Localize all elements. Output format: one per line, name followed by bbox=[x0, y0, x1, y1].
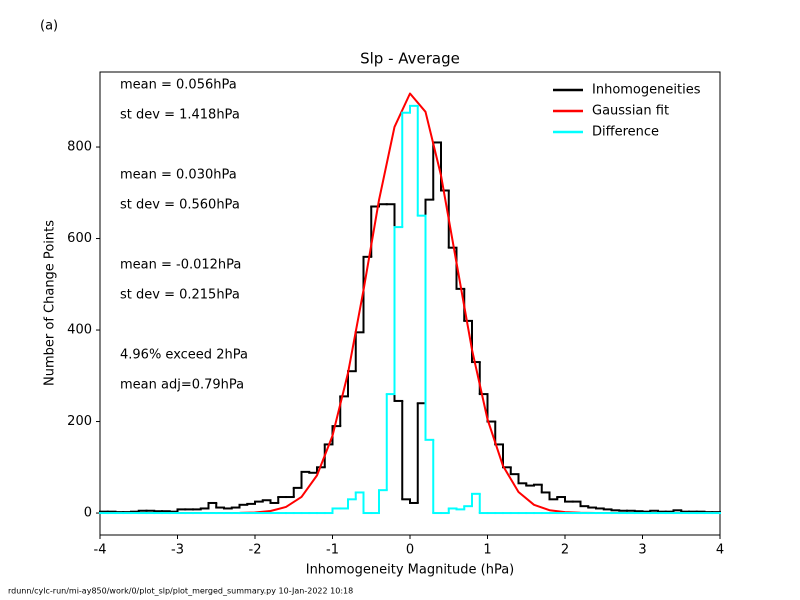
annotation: 4.96% exceed 2hPa bbox=[120, 348, 248, 363]
x-tick-label: -2 bbox=[249, 543, 262, 558]
x-tick-label: 0 bbox=[406, 543, 414, 558]
annotation: st dev = 0.215hPa bbox=[120, 288, 240, 303]
annotation: mean = 0.030hPa bbox=[120, 168, 237, 183]
x-tick-label: 2 bbox=[561, 543, 569, 558]
x-tick-label: -1 bbox=[326, 543, 339, 558]
x-axis-label: Inhomogeneity Magnitude (hPa) bbox=[306, 563, 515, 578]
panel-label: (a) bbox=[40, 19, 58, 34]
y-tick-label: 200 bbox=[67, 414, 92, 429]
annotation: st dev = 0.560hPa bbox=[120, 198, 240, 213]
x-tick-label: -4 bbox=[94, 543, 107, 558]
y-tick-label: 600 bbox=[67, 231, 92, 246]
y-tick-label: 800 bbox=[67, 140, 92, 155]
y-tick-label: 400 bbox=[67, 323, 92, 338]
fit-line bbox=[99, 92, 721, 515]
x-tick-label: 1 bbox=[483, 543, 491, 558]
annotation: mean = -0.012hPa bbox=[120, 258, 241, 273]
annotation: st dev = 1.418hPa bbox=[120, 108, 240, 123]
annotation: mean adj=0.79hPa bbox=[120, 378, 244, 393]
legend-label: Inhomogeneities bbox=[592, 83, 701, 98]
legend-label: Difference bbox=[592, 125, 659, 140]
legend-label: Gaussian fit bbox=[592, 104, 669, 119]
x-tick-label: 3 bbox=[638, 543, 646, 558]
y-axis-label: Number of Change Points bbox=[43, 220, 58, 386]
footer: rdunn/cylc-run/mi-ay850/work/0/plot_slp/… bbox=[8, 587, 353, 596]
x-tick-label: 4 bbox=[716, 543, 724, 558]
plot-frame bbox=[99, 71, 721, 536]
y-tick-label: 0 bbox=[84, 506, 92, 521]
chart-title: Slp - Average bbox=[360, 50, 460, 68]
annotation: mean = 0.056hPa bbox=[120, 78, 237, 93]
x-tick-label: -3 bbox=[171, 543, 184, 558]
